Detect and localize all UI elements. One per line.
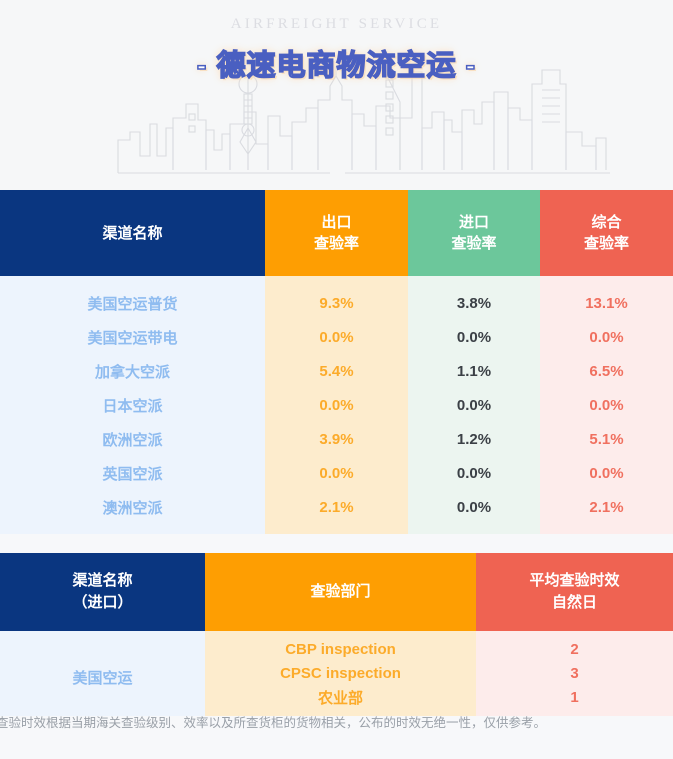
cell-department: CBP inspection [205, 631, 476, 659]
cell-export: 0.0% [265, 388, 408, 422]
table-row: 加拿大空派 5.4% 1.1% 6.5% [0, 354, 673, 388]
cell-channel: 加拿大空派 [0, 354, 265, 388]
col-header-overall-line1: 综合 [591, 214, 622, 231]
cell-channel: 澳洲空派 [0, 490, 265, 534]
cell-import: 0.0% [408, 456, 540, 490]
cell-overall: 0.0% [540, 388, 673, 422]
col-header-channel-import: 渠道名称 （进口） [0, 553, 205, 631]
col-header-department: 查验部门 [205, 553, 476, 631]
cell-export: 5.4% [265, 354, 408, 388]
cell-days: 2 [476, 631, 673, 659]
table-row: 美国空运 CBP inspection 2 [0, 631, 673, 716]
cell-department: 农业部 [205, 687, 476, 716]
cell-import: 3.8% [408, 276, 540, 320]
table-row: 农业部 1 [0, 687, 673, 716]
cell-import: 0.0% [408, 490, 540, 534]
col-header-avg-days: 平均查验时效 自然日 [476, 553, 673, 631]
table-header-row: 渠道名称 （进口） 查验部门 平均查验时效 自然日 [0, 553, 673, 631]
footnote: 查验时效根据当期海关查验级别、效率以及所查货柜的货物相关，公布的时效无绝一性，仅… [0, 716, 547, 730]
cell-department: CPSC inspection [205, 659, 476, 687]
page-title: - 德速电商物流空运 - [196, 49, 477, 83]
hero-banner: AIRFREIGHT SERVICE - 德速电商物流空运 - [0, 0, 673, 190]
cell-channel: 英国空派 [0, 456, 265, 490]
table-row: 日本空派 0.0% 0.0% 0.0% [0, 388, 673, 422]
cell-export: 0.0% [265, 320, 408, 354]
cell-overall: 0.0% [540, 456, 673, 490]
city-skyline-icon [117, 66, 610, 174]
col-header-channel-import-line1: 渠道名称 [72, 572, 133, 589]
cell-import: 1.1% [408, 354, 540, 388]
cell-export: 9.3% [265, 276, 408, 320]
cell-days: 3 [476, 659, 673, 687]
col-header-import-line1: 进口 [458, 214, 489, 231]
inspection-rate-table: 渠道名称 出口 查验率 进口 查验率 综合 查验率 [0, 190, 673, 534]
cell-overall: 0.0% [540, 320, 673, 354]
col-header-avg-days-line2: 自然日 [551, 594, 597, 611]
col-header-avg-days-line1: 平均查验时效 [529, 572, 620, 589]
cell-overall: 13.1% [540, 276, 673, 320]
col-header-export-line1: 出口 [321, 214, 352, 231]
table-row: 美国空运普货 9.3% 3.8% 13.1% [0, 276, 673, 320]
col-header-export-line2: 查验率 [313, 235, 359, 252]
table-row: 英国空派 0.0% 0.0% 0.0% [0, 456, 673, 490]
cell-channel: 欧洲空派 [0, 422, 265, 456]
col-header-import-line2: 查验率 [451, 235, 497, 252]
cell-channel: 日本空派 [0, 388, 265, 422]
table-row: 澳洲空派 2.1% 0.0% 2.1% [0, 490, 673, 534]
cell-channel-merged: 美国空运 [0, 631, 205, 716]
cell-overall: 5.1% [540, 422, 673, 456]
cell-import: 0.0% [408, 388, 540, 422]
col-header-channel-import-line2: （进口） [72, 594, 133, 611]
cell-export: 2.1% [265, 490, 408, 534]
table-row: 欧洲空派 3.9% 1.2% 5.1% [0, 422, 673, 456]
col-header-export-rate: 出口 查验率 [265, 190, 408, 276]
cell-channel: 美国空运带电 [0, 320, 265, 354]
cell-channel: 美国空运普货 [0, 276, 265, 320]
cell-days: 1 [476, 687, 673, 716]
table-row: 美国空运带电 0.0% 0.0% 0.0% [0, 320, 673, 354]
cell-export: 3.9% [265, 422, 408, 456]
hero-subtitle: AIRFREIGHT SERVICE [230, 16, 443, 32]
col-header-overall-line2: 查验率 [583, 235, 629, 252]
col-header-overall-rate: 综合 查验率 [540, 190, 673, 276]
col-header-channel-line1: 渠道名称 [102, 224, 163, 242]
col-header-import-rate: 进口 查验率 [408, 190, 540, 276]
col-header-channel: 渠道名称 [0, 190, 265, 276]
inspection-department-table: 渠道名称 （进口） 查验部门 平均查验时效 自然日 美国空运 CBP inspe… [0, 553, 673, 716]
cell-overall: 6.5% [540, 354, 673, 388]
cell-overall: 2.1% [540, 490, 673, 534]
cell-import: 0.0% [408, 320, 540, 354]
table-row: CPSC inspection 3 [0, 659, 673, 687]
cell-import: 1.2% [408, 422, 540, 456]
cell-export: 0.0% [265, 456, 408, 490]
table-header-row: 渠道名称 出口 查验率 进口 查验率 综合 查验率 [0, 190, 673, 276]
col-header-department-line1: 查验部门 [310, 583, 371, 600]
